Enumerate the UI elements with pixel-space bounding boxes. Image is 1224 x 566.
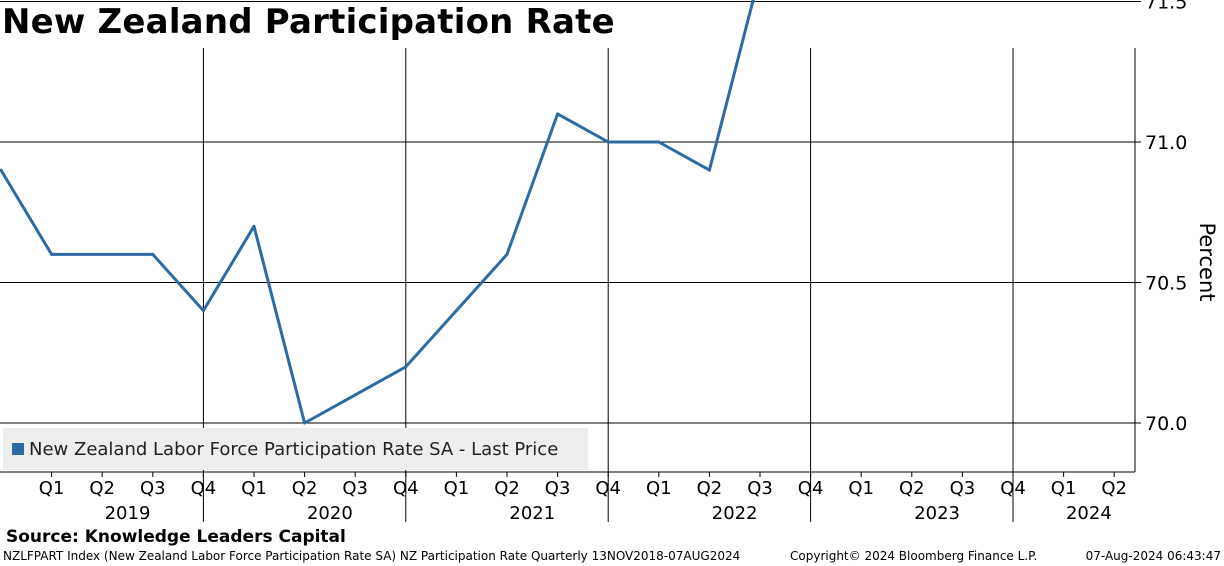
data-point: [303, 421, 307, 425]
x-tick-label: Q3: [545, 478, 571, 499]
data-point: [0, 168, 3, 172]
data-point: [50, 252, 54, 256]
x-tick-label: Q1: [848, 478, 874, 499]
data-point: [454, 309, 458, 313]
x-tick-label: Q4: [1000, 478, 1026, 499]
legend-box: [3, 428, 588, 470]
data-point: [252, 224, 256, 228]
x-year-label: 2020: [307, 503, 353, 524]
x-tick-label: Q4: [595, 478, 621, 499]
grid-lines: [0, 1, 1135, 522]
x-tick-label: Q2: [697, 478, 723, 499]
x-year-label: 2021: [509, 503, 555, 524]
data-point: [201, 309, 205, 313]
data-point: [100, 252, 104, 256]
series-line: [0, 0, 755, 425]
x-tick-label: Q3: [140, 478, 166, 499]
data-point: [151, 252, 155, 256]
data-point: [657, 140, 661, 144]
y-tick-label: 70.5: [1145, 273, 1187, 295]
x-tick-label: Q3: [747, 478, 773, 499]
legend: New Zealand Labor Force Participation Ra…: [3, 428, 588, 470]
y-axis-title: Percent: [1195, 222, 1219, 301]
x-year-label: 2024: [1066, 503, 1112, 524]
footer-index-description: NZLFPART Index (New Zealand Labor Force …: [3, 549, 741, 563]
y-tick-label: 71.0: [1145, 132, 1187, 154]
y-tick-label: 70.0: [1145, 413, 1187, 435]
x-tick-label: Q2: [899, 478, 925, 499]
x-tick-label: Q4: [798, 478, 824, 499]
legend-swatch: [12, 443, 24, 455]
data-point: [556, 112, 560, 116]
y-tick-label: 71.5: [1145, 0, 1187, 14]
series-layer: [0, 0, 755, 425]
x-tick-label: Q2: [89, 478, 115, 499]
footer-timestamp: 07-Aug-2024 06:43:47: [1085, 549, 1221, 563]
x-tick-label: Q3: [950, 478, 976, 499]
data-point: [404, 365, 408, 369]
x-tick-label: Q1: [39, 478, 65, 499]
x-year-label: 2023: [914, 503, 960, 524]
x-tick-label: Q1: [1051, 478, 1077, 499]
x-tick-label: Q3: [342, 478, 368, 499]
x-tick-label: Q1: [241, 478, 267, 499]
legend-label: New Zealand Labor Force Participation Ra…: [29, 439, 558, 460]
x-tick-label: Q2: [494, 478, 520, 499]
data-point: [707, 168, 711, 172]
data-point: [353, 393, 357, 397]
x-tick-label: Q2: [1101, 478, 1127, 499]
x-tick-label: Q1: [444, 478, 470, 499]
x-tick-label: Q1: [646, 478, 672, 499]
axes: 70.070.571.071.572.072.5Q1Q2Q3Q4Q1Q2Q3Q4…: [0, 0, 1219, 524]
x-year-label: 2022: [712, 503, 758, 524]
source-note: Source: Knowledge Leaders Capital: [6, 527, 346, 547]
data-point: [606, 140, 610, 144]
x-tick-label: Q4: [393, 478, 419, 499]
x-tick-label: Q2: [292, 478, 318, 499]
chart-title: New Zealand Participation Rate: [2, 2, 615, 42]
footer-copyright: Copyright© 2024 Bloomberg Finance L.P.: [790, 549, 1038, 563]
data-point: [505, 252, 509, 256]
x-year-label: 2019: [105, 503, 151, 524]
x-tick-label: Q4: [191, 478, 217, 499]
